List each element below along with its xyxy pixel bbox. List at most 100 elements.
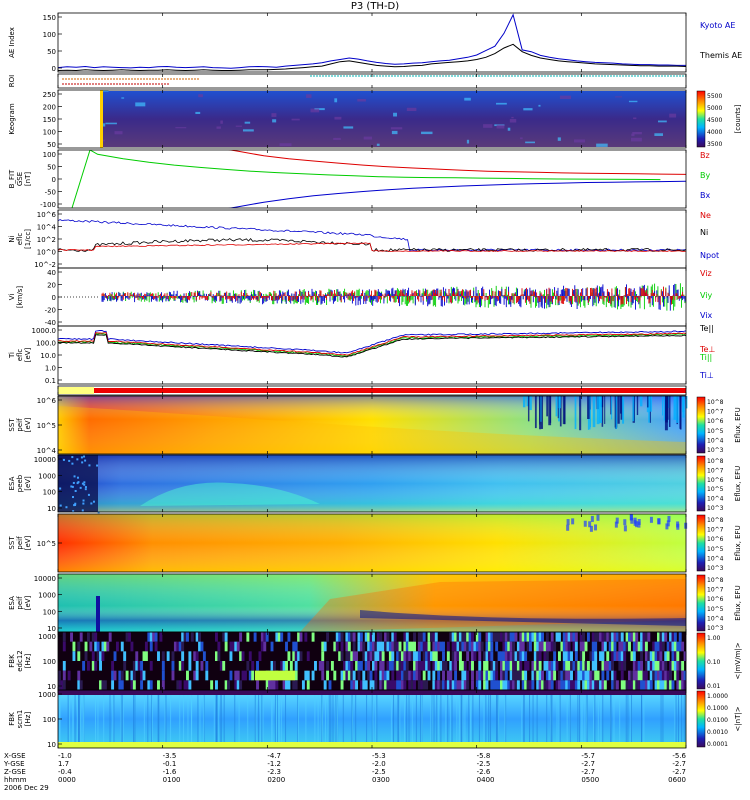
fbk-e-cell	[673, 670, 677, 681]
fbk-e-cell	[543, 661, 547, 671]
fbk-e-cell	[130, 680, 134, 690]
fbk-e-cell	[62, 680, 66, 690]
fbk-e-cell	[623, 641, 627, 652]
fbk-e-cell	[548, 680, 552, 690]
panel-ylabel-ae: AE Index	[8, 27, 16, 58]
fbk-e-cell	[193, 670, 197, 681]
fbk-b-stripe	[305, 695, 307, 742]
fbk-e-cell	[277, 632, 281, 642]
fbk-e-cell	[502, 641, 506, 652]
fbk-b-stripe	[451, 695, 453, 742]
fbk-e-cell	[666, 680, 670, 690]
colorbar-tick-label: 4500	[707, 117, 722, 124]
esa-e-speck	[71, 462, 74, 465]
fbk-b-stripe	[433, 695, 435, 742]
colorbar-tick-label: 10^4	[707, 437, 724, 444]
fbk-b-stripe	[80, 695, 82, 742]
y-tick-label: 10^4	[37, 224, 57, 232]
fbk-e-cell	[475, 641, 479, 652]
fbk-e-cell	[391, 651, 395, 661]
fbk-e-cell	[478, 641, 482, 652]
fbk-e-cell	[166, 651, 170, 661]
fbk-e-cell	[536, 641, 540, 652]
fbk-e-cell	[415, 661, 419, 671]
footer-value: -1.6	[163, 768, 177, 776]
fbk-e-cell	[676, 680, 680, 690]
fbk-e-cell	[219, 661, 223, 671]
sst-i-speck	[589, 525, 593, 532]
fbk-e-cell	[454, 651, 458, 661]
sst-e-noise	[647, 396, 649, 408]
fbk-e-cell	[468, 661, 472, 671]
sst-e-noise	[622, 396, 625, 424]
fbk-e-cell	[490, 632, 494, 642]
fbk-b-stripe	[297, 695, 299, 742]
fbk-e-cell	[263, 641, 267, 652]
vi-legend-0: Viz	[700, 269, 712, 278]
y-tick-label: 50	[47, 164, 56, 172]
keogram-pixel	[314, 108, 325, 111]
fbk-e-cell	[420, 641, 424, 652]
fbk-e-cell	[615, 651, 619, 661]
fbk-e-cell	[147, 680, 151, 690]
fbk-e-cell	[683, 670, 687, 681]
fbk-e-cell	[635, 632, 639, 642]
sst-e-noise	[662, 396, 664, 416]
fbk-e-cell	[599, 632, 602, 642]
fbk-e-cell	[410, 651, 414, 661]
fbk-e-cell	[265, 680, 269, 690]
fbk-b-stripe	[566, 695, 568, 742]
fbk-e-cell	[637, 661, 641, 671]
fbk-e-cell	[555, 661, 559, 671]
status-bar	[94, 388, 686, 393]
panel-ylabel-fbk_e: edc12	[16, 650, 24, 672]
fbk-e-cell	[504, 641, 508, 652]
fbk-b-stripe	[272, 695, 274, 742]
fbk-e-cell	[294, 651, 298, 661]
fbk-e-cell	[565, 632, 569, 642]
fbk-b-stripe	[403, 695, 405, 742]
fbk-e-cell	[258, 651, 262, 661]
fbk-e-cell	[321, 651, 325, 661]
fbk-e-cell	[362, 651, 366, 661]
y-tick-label: 10^2	[37, 236, 56, 244]
y-tick-label: 10	[47, 625, 56, 633]
fbk-e-cell	[671, 680, 675, 690]
sst-e-noise	[673, 396, 677, 420]
fbk-e-cell	[62, 661, 66, 671]
fbk-b-stripe	[217, 695, 219, 742]
fbk-e-cell	[579, 641, 583, 652]
fbk-e-cell	[584, 661, 588, 671]
fbk-b-stripe	[504, 695, 506, 742]
sst-e-band	[58, 406, 686, 454]
fbk-e-cell	[577, 661, 581, 671]
esa-e-speck	[79, 486, 82, 489]
fbk-e-cell	[533, 661, 537, 671]
panel-ylabel-fbk_b: scm1	[16, 710, 24, 729]
fbk-e-cell	[386, 661, 390, 671]
fbk-e-cell	[393, 680, 397, 690]
fbk-b-stripe	[577, 695, 579, 742]
colorbar-label-fbk_e: <|mV/m|>	[734, 642, 742, 679]
panel-ylabel-esa_i: ESA	[8, 596, 16, 610]
fbk-b-stripe	[683, 695, 685, 742]
y-tick-label: 50	[47, 141, 56, 149]
fbk-e-cell	[545, 632, 549, 642]
fbk-b-stripe	[317, 695, 319, 742]
fbk-b-stripe	[593, 695, 595, 742]
fbk-e-cell	[408, 680, 412, 690]
fbk-e-cell	[586, 661, 590, 671]
fbk-e-cell	[132, 670, 136, 681]
colorbar-tick-label: 10^8	[707, 517, 724, 524]
sst-i-speck	[590, 515, 594, 522]
panel-ylabel-ni: Ni	[8, 235, 16, 242]
fbk-e-cell	[473, 641, 477, 652]
fbk-e-cell	[562, 651, 566, 661]
fbk-e-cell	[514, 632, 518, 642]
fbk-e-cell	[403, 641, 407, 652]
fbk-e-cell	[509, 632, 513, 642]
fbk-e-cell	[311, 670, 315, 681]
fbk-e-cell	[659, 661, 663, 671]
fbk-b-stripe	[472, 695, 474, 742]
fbk-e-cell	[425, 680, 429, 690]
